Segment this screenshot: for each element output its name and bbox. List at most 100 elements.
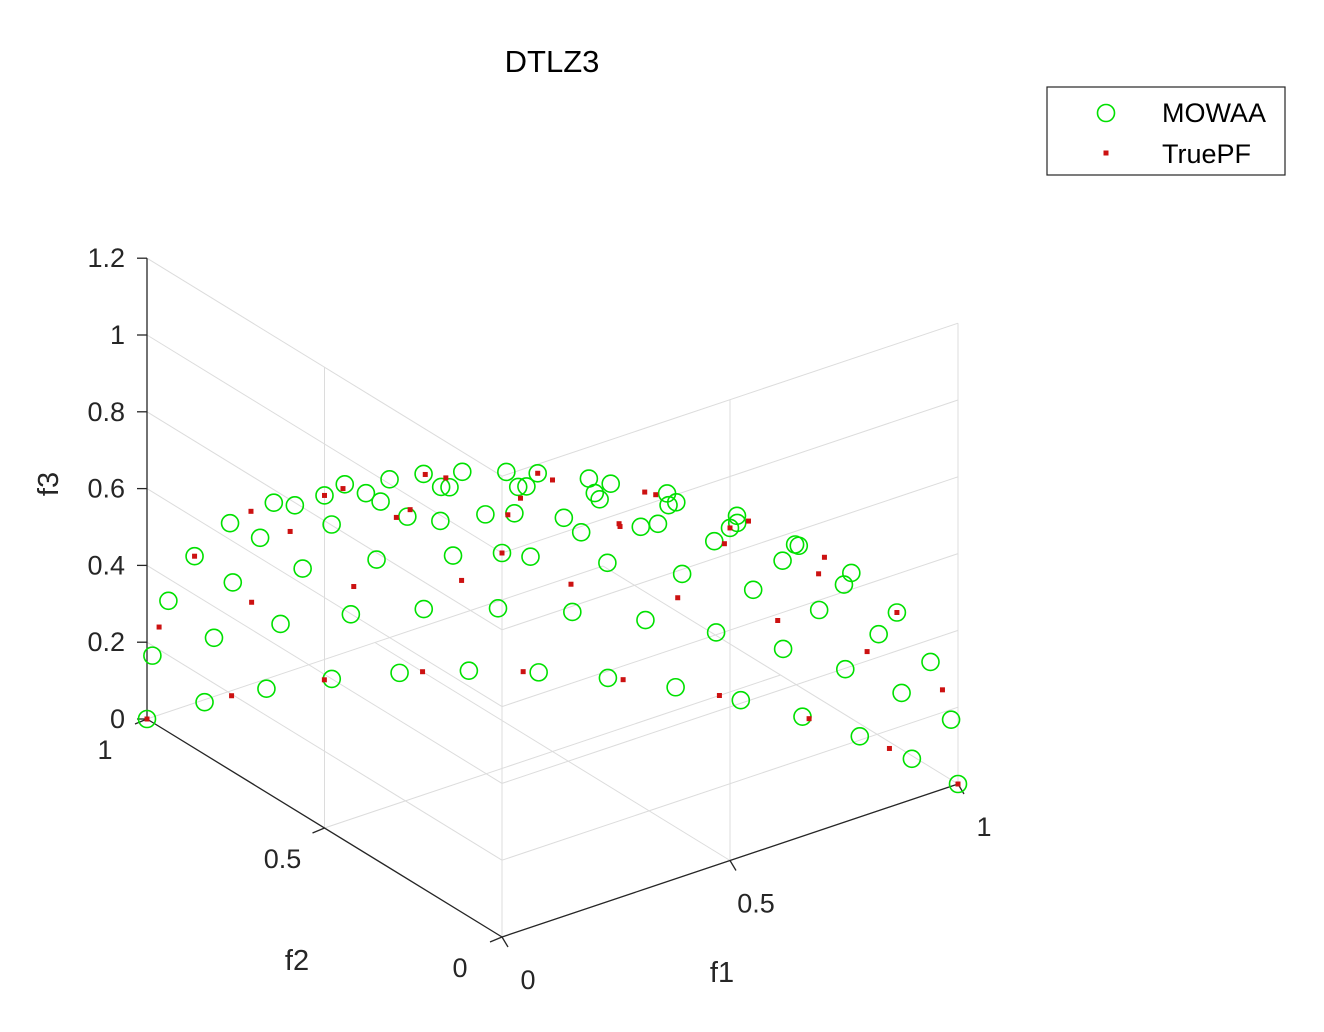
- truepf-point: [821, 554, 827, 560]
- mowaa-point: [706, 623, 726, 642]
- mowaa-point: [335, 475, 355, 494]
- mowaa-point: [195, 692, 214, 712]
- mowaa-point: [773, 551, 792, 570]
- x-axis-label: f1: [710, 957, 734, 989]
- mowaa-point: [869, 624, 888, 644]
- mowaa-point: [223, 573, 243, 592]
- mowaa-point: [315, 486, 334, 505]
- truepf-point: [642, 489, 648, 495]
- truepf-point: [568, 581, 574, 587]
- mowaa-point: [842, 563, 861, 583]
- mowaa-point: [648, 514, 668, 534]
- truepf-point: [894, 609, 900, 615]
- x-tick-label: 0: [520, 965, 535, 995]
- truepf-point: [535, 470, 541, 476]
- mowaa-point: [431, 477, 451, 497]
- mowaa-point: [657, 484, 677, 503]
- mowaa-point: [257, 679, 276, 699]
- truepf-point: [864, 649, 870, 655]
- mowaa-point: [554, 508, 574, 528]
- wall-grid-line: [146, 641, 503, 861]
- mowaa-point: [948, 774, 968, 794]
- y-tick-label: 0: [452, 953, 467, 983]
- mowaa-point: [517, 477, 536, 496]
- mowaa-point: [271, 614, 290, 634]
- legend-marker-mowaa: [1096, 103, 1116, 123]
- mowaa-point: [941, 710, 961, 729]
- truepf-point: [144, 716, 150, 722]
- truepf-point: [459, 577, 465, 583]
- mowaa-point: [508, 477, 528, 497]
- z-tick-label: 0: [110, 704, 125, 734]
- mowaa-point: [440, 477, 459, 497]
- mowaa-point: [431, 511, 450, 531]
- floor-grid-line: [146, 565, 604, 720]
- truepf-point: [620, 677, 626, 683]
- mowaa-point: [488, 598, 508, 618]
- truepf-point: [505, 512, 511, 518]
- truepf-point: [816, 571, 822, 577]
- mowaa-point: [720, 518, 740, 538]
- y-tick-label: 0.5: [264, 844, 302, 874]
- truepf-point: [407, 507, 413, 513]
- truepf-point: [156, 624, 162, 630]
- mowaa-point: [704, 531, 724, 551]
- floor-grid-line: [324, 674, 781, 829]
- truepf-point: [420, 669, 426, 675]
- mowaa-point: [371, 492, 390, 511]
- truepf-point: [939, 687, 945, 693]
- mowaa-point: [631, 517, 651, 537]
- mowaa-point: [902, 749, 922, 769]
- z-tick-label: 0.2: [87, 627, 125, 657]
- mowaa-point: [476, 505, 495, 524]
- legend-box: [1046, 86, 1286, 176]
- mowaa-point: [659, 495, 678, 515]
- truepf-point: [499, 550, 505, 556]
- truepf-point: [675, 595, 681, 601]
- mowaa-point: [590, 489, 609, 509]
- truepf-point: [248, 508, 254, 514]
- chart-title: DTLZ3: [505, 44, 600, 79]
- truepf-point: [192, 553, 198, 559]
- mowaa-point: [528, 463, 548, 483]
- z-tick-label: 1.2: [87, 243, 125, 273]
- mowaa-point: [850, 726, 870, 746]
- truepf-point: [617, 523, 623, 529]
- mowaa-point: [835, 659, 855, 679]
- mowaa-point: [834, 575, 854, 594]
- truepf-point: [249, 599, 255, 605]
- mowaa-point: [250, 528, 270, 548]
- truepf-point: [340, 486, 346, 492]
- truepf-point: [393, 514, 399, 520]
- legend-marker-truepf: [1103, 150, 1109, 156]
- truepf-point: [775, 617, 781, 623]
- z-tick-label: 0.8: [87, 397, 125, 427]
- mowaa-point: [137, 709, 157, 729]
- truepf-point: [886, 745, 892, 751]
- mowaa-point: [601, 474, 621, 493]
- mowaa-point: [773, 639, 793, 659]
- mowaa-point: [220, 513, 240, 533]
- truepf-point: [727, 525, 733, 531]
- mowaa-point: [414, 599, 434, 619]
- truepf-point: [745, 518, 751, 524]
- mowaa-point: [785, 535, 805, 554]
- y-tick-label: 1: [97, 735, 112, 765]
- wall-grid-line: [146, 334, 503, 554]
- x-tick-label: 1: [976, 812, 991, 842]
- data-points: [137, 462, 968, 794]
- mowaa-point: [731, 690, 751, 710]
- x-tick: [501, 936, 509, 948]
- legend: MOWAA TruePF: [1046, 86, 1286, 176]
- truepf-point: [653, 492, 659, 498]
- mowaa-point: [452, 462, 472, 482]
- z-tick-label: 1: [110, 320, 125, 350]
- mowaa-point: [636, 610, 655, 630]
- z-axis-label: f3: [33, 472, 65, 496]
- truepf-point: [806, 716, 812, 722]
- mowaa-point: [579, 469, 599, 488]
- truepf-point: [351, 584, 357, 590]
- truepf-point: [520, 669, 526, 675]
- mowaa-point: [459, 661, 479, 680]
- z-tick-label: 0.4: [87, 550, 125, 580]
